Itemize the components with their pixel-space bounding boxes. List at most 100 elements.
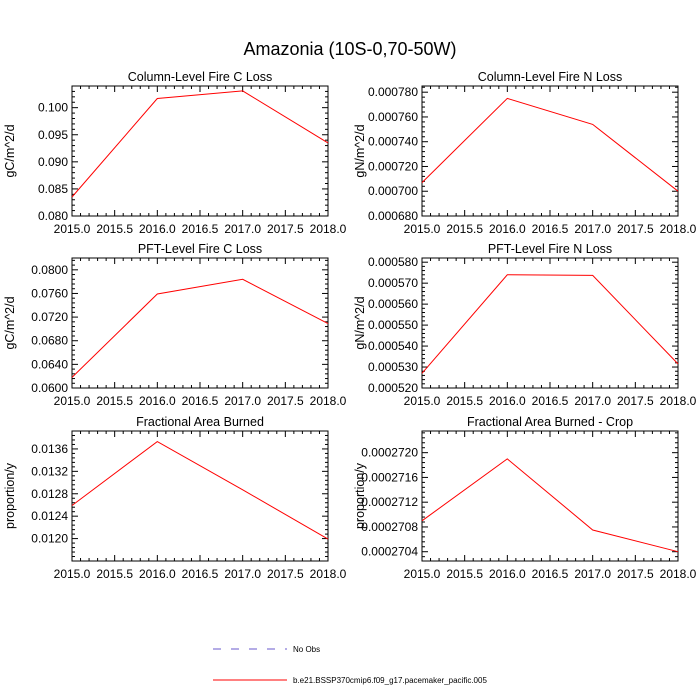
x-tick-label: 2016.0 [139,394,176,408]
y-tick-label: 0.000560 [368,297,418,311]
x-tick-label: 2017.0 [574,567,611,581]
y-axis-label: gC/m^2/d [3,124,17,177]
series-line [71,90,329,198]
legend-label-model: b.e21.BSSP370cmip6.f09_g17.pacemaker_pac… [293,676,487,685]
chart-panel-5: Fractional Area Burned proportion/y 2015.0… [3,415,347,581]
x-tick-label: 2016.0 [489,222,526,236]
panel-title: Column-Level Fire C Loss [128,70,273,84]
series-line [71,278,329,378]
x-tick-label: 2015.5 [96,567,133,581]
y-tick-label: 0.0120 [31,532,68,546]
legend: No Obs b.e21.BSSP370cmip6.f09_g17.pacema… [213,645,487,685]
x-tick-label: 2017.0 [574,394,611,408]
panel-title: PFT-Level Fire N Loss [488,242,612,256]
x-tick-label: 2018.0 [310,567,347,581]
x-tick-label: 2016.5 [182,394,219,408]
y-tick-label: 0.0128 [31,487,68,501]
x-tick-label: 2016.5 [532,567,569,581]
y-tick-label: 0.0132 [31,464,68,478]
y-tick-label: 0.0002720 [361,446,418,460]
y-tick-label: 0.090 [38,155,68,169]
x-tick-label: 2016.5 [532,394,569,408]
y-axis-label: gC/m^2/d [3,296,17,349]
panel-title: PFT-Level Fire C Loss [138,242,262,256]
x-tick-label: 2016.0 [489,567,526,581]
plot-frame [421,257,679,389]
series-line [421,458,679,553]
chart-panels: Column-Level Fire C Loss gC/m^2/d 2015.0 20… [3,70,697,581]
series-line [421,274,679,374]
y-tick-label: 0.0680 [31,334,68,348]
y-tick-label: 0.000740 [368,135,418,149]
x-tick-label: 2015.0 [54,567,91,581]
plot-frame [71,257,329,389]
x-tick-label: 2016.0 [489,394,526,408]
y-tick-label: 0.0800 [31,263,68,277]
y-tick-label: 0.080 [38,209,68,223]
chart-panel-4: PFT-Level Fire N Loss gN/m^2/d 2015.0 2015.… [353,242,697,408]
y-axis-label: gN/m^2/d [353,124,367,177]
x-tick-label: 2015.0 [404,222,441,236]
x-tick-label: 2015.0 [54,394,91,408]
series-line [71,441,329,540]
y-tick-label: 0.0124 [31,509,68,523]
y-tick-label: 0.000700 [368,184,418,198]
y-tick-label: 0.000760 [368,110,418,124]
x-tick-label: 2017.0 [224,567,261,581]
plot-frame [71,85,329,217]
x-tick-label: 2015.5 [446,394,483,408]
x-tick-label: 2015.5 [96,222,133,236]
x-tick-label: 2018.0 [660,567,697,581]
y-tick-label: 0.000530 [368,360,418,374]
chart-panel-3: PFT-Level Fire C Loss gC/m^2/d 2015.0 2015.… [3,242,347,408]
y-tick-label: 0.0002716 [361,470,418,484]
y-tick-label: 0.0002704 [361,545,418,559]
y-tick-label: 0.100 [38,101,68,115]
y-tick-label: 0.0760 [31,286,68,300]
chart-panel-2: Column-Level Fire N Loss gN/m^2/d 2015.0 20… [353,70,697,236]
x-tick-label: 2017.5 [267,567,304,581]
y-axis-label: proportion/y [353,462,367,529]
y-tick-label: 0.085 [38,182,68,196]
y-tick-label: 0.0136 [31,442,68,456]
x-tick-label: 2015.5 [96,394,133,408]
x-tick-label: 2015.0 [54,222,91,236]
legend-label-no-obs: No Obs [293,645,320,654]
plot-frame [421,85,679,217]
x-tick-label: 2015.0 [404,394,441,408]
x-tick-label: 2015.0 [404,567,441,581]
x-tick-label: 2016.5 [182,567,219,581]
x-tick-label: 2017.5 [267,222,304,236]
y-tick-label: 0.000550 [368,318,418,332]
y-tick-label: 0.0640 [31,357,68,371]
chart-panel-6: Fractional Area Burned - Crop proportion/… [353,415,697,581]
y-tick-label: 0.000540 [368,339,418,353]
x-tick-label: 2016.5 [532,222,569,236]
x-tick-label: 2017.0 [574,222,611,236]
y-tick-label: 0.000570 [368,276,418,290]
chart-panel-1: Column-Level Fire C Loss gC/m^2/d 2015.0 20… [3,70,347,236]
y-tick-label: 0.095 [38,128,68,142]
plot-frame [71,430,329,562]
x-tick-label: 2016.0 [139,567,176,581]
x-tick-label: 2017.5 [617,394,654,408]
y-tick-label: 0.000520 [368,381,418,395]
panel-title: Fractional Area Burned - Crop [467,415,633,429]
x-tick-label: 2017.5 [267,394,304,408]
x-tick-label: 2017.0 [224,222,261,236]
x-tick-label: 2016.5 [182,222,219,236]
y-tick-label: 0.0002712 [361,495,418,509]
y-tick-label: 0.0002708 [361,520,418,534]
y-tick-label: 0.000580 [368,255,418,269]
x-tick-label: 2018.0 [310,222,347,236]
y-tick-label: 0.000680 [368,209,418,223]
panel-title: Fractional Area Burned [136,415,264,429]
x-tick-label: 2015.5 [446,567,483,581]
y-tick-label: 0.0720 [31,310,68,324]
y-axis-label: proportion/y [3,462,17,529]
x-tick-label: 2018.0 [310,394,347,408]
y-tick-label: 0.000780 [368,85,418,99]
x-tick-label: 2017.0 [224,394,261,408]
y-tick-label: 0.000720 [368,159,418,173]
